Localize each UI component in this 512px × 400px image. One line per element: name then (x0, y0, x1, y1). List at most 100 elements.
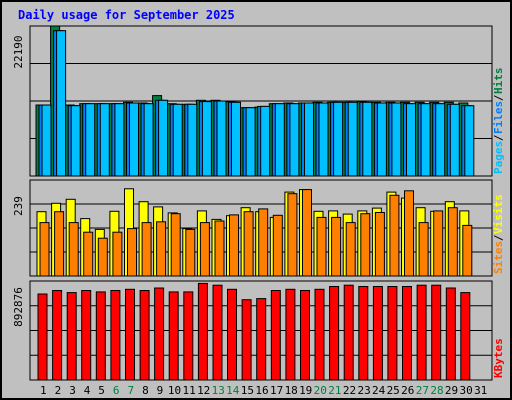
bar-kbytes-day-9 (154, 287, 165, 381)
x-tick-label-day-31: 31 (474, 384, 487, 397)
x-tick-label-day-22: 22 (343, 384, 356, 397)
bar-pages-day-11 (187, 103, 198, 177)
bar-kbytes-day-12 (197, 282, 208, 381)
bar-sites-day-12 (199, 222, 210, 277)
bar-sites-day-21 (331, 216, 342, 277)
bar-kbytes-day-15 (241, 299, 252, 381)
legend-files: Files (492, 101, 505, 134)
bar-sites-day-8 (141, 222, 152, 277)
bar-pages-day-22 (347, 101, 358, 177)
bar-kbytes-day-7 (125, 288, 135, 381)
x-tick-label-day-23: 23 (357, 384, 370, 397)
x-tick-label-day-12: 12 (197, 384, 210, 397)
x-tick-label-day-29: 29 (445, 384, 458, 397)
bar-kbytes-day-20 (314, 288, 325, 381)
bar-sites-day-23 (360, 213, 371, 277)
bar-pages-day-17 (274, 103, 285, 177)
x-tick-label-day-21: 21 (328, 384, 341, 397)
x-tick-label-day-3: 3 (69, 384, 76, 397)
bar-kbytes-day-27 (416, 284, 427, 381)
bar-sites-day-29 (447, 207, 458, 277)
bar-pages-day-1 (41, 104, 52, 177)
bar-sites-day-26 (404, 190, 414, 277)
y-max-label: 22190 (12, 35, 25, 68)
bar-kbytes-day-30 (460, 292, 471, 381)
bar-kbytes-day-2 (52, 290, 63, 381)
bar-pages-day-3 (70, 105, 81, 177)
bar-sites-day-16 (258, 208, 269, 277)
bar-pages-day-10 (172, 103, 183, 177)
legend-separator: / (492, 134, 505, 141)
y-max-label: 892876 (12, 287, 25, 327)
x-tick-label-day-24: 24 (372, 384, 386, 397)
bar-kbytes-day-16 (256, 298, 267, 381)
bar-pages-day-7 (129, 102, 139, 177)
bar-sites-day-14 (229, 214, 239, 277)
bar-kbytes-day-21 (329, 286, 340, 381)
bar-sites-day-19 (302, 189, 312, 277)
bar-pages-day-28 (435, 103, 446, 177)
bar-sites-day-25 (389, 194, 400, 277)
x-tick-label-day-28: 28 (430, 384, 443, 397)
x-tick-label-day-30: 30 (459, 384, 472, 397)
bar-sites-day-6 (112, 231, 123, 277)
bar-kbytes-day-8 (139, 290, 150, 381)
bar-sites-day-27 (418, 222, 429, 277)
x-tick-label-day-20: 20 (314, 384, 327, 397)
bar-sites-day-2 (54, 211, 65, 277)
x-tick-label-day-6: 6 (113, 384, 120, 397)
legend-separator: / (492, 234, 505, 241)
chart-title: Daily usage for September 2025 (18, 8, 235, 22)
bar-kbytes-day-25 (387, 286, 398, 381)
bar-sites-day-24 (374, 212, 385, 277)
x-tick-label-day-13: 13 (212, 384, 225, 397)
x-tick-label-day-25: 25 (387, 384, 400, 397)
x-tick-label-day-9: 9 (157, 384, 164, 397)
bar-pages-day-16 (260, 105, 271, 177)
bar-pages-day-13 (216, 100, 227, 177)
bar-pages-day-30 (464, 105, 475, 177)
bar-sites-day-3 (68, 222, 79, 277)
bar-kbytes-day-6 (110, 290, 121, 381)
bar-pages-day-5 (99, 103, 110, 177)
bar-sites-day-9 (156, 221, 167, 277)
bar-sites-day-10 (170, 213, 181, 277)
bar-kbytes-day-23 (358, 286, 369, 381)
bar-kbytes-day-28 (431, 284, 442, 381)
bar-kbytes-day-14 (227, 288, 237, 381)
bar-sites-day-20 (316, 216, 327, 277)
bar-pages-day-12 (201, 101, 212, 177)
bar-kbytes-day-3 (66, 292, 77, 381)
bar-sites-day-15 (243, 211, 254, 277)
x-tick-label-day-11: 11 (182, 384, 195, 397)
bar-pages-day-20 (318, 102, 329, 177)
bar-sites-day-28 (433, 210, 444, 277)
bar-kbytes-day-11 (183, 291, 194, 381)
legend-pages: Pages (492, 141, 505, 174)
bar-sites-day-18 (287, 193, 298, 277)
legend-hits: Hits (492, 68, 505, 95)
x-tick-label-day-15: 15 (241, 384, 254, 397)
bar-pages-day-8 (143, 103, 154, 177)
bar-kbytes-day-4 (81, 290, 92, 381)
legend-sites: Sites (492, 241, 505, 274)
bar-sites-day-7 (127, 228, 137, 277)
bar-pages-day-23 (362, 101, 373, 177)
bar-sites-day-5 (97, 237, 108, 277)
bar-kbytes-day-19 (300, 290, 310, 381)
bar-kbytes-day-29 (445, 287, 456, 381)
x-tick-label-day-16: 16 (255, 384, 268, 397)
bar-pages-day-27 (420, 103, 431, 177)
bar-pages-day-4 (85, 103, 96, 177)
bar-pages-day-14 (231, 101, 241, 177)
bar-pages-day-19 (304, 102, 314, 177)
bar-pages-day-24 (376, 102, 387, 177)
bar-sites-day-17 (272, 214, 283, 277)
bar-pages-day-9 (158, 99, 169, 177)
bar-sites-day-1 (39, 222, 50, 277)
x-tick-label-day-8: 8 (142, 384, 149, 397)
bar-sites-day-11 (185, 228, 196, 277)
bar-kbytes-day-26 (402, 286, 412, 381)
legend-separator: / (492, 94, 505, 101)
